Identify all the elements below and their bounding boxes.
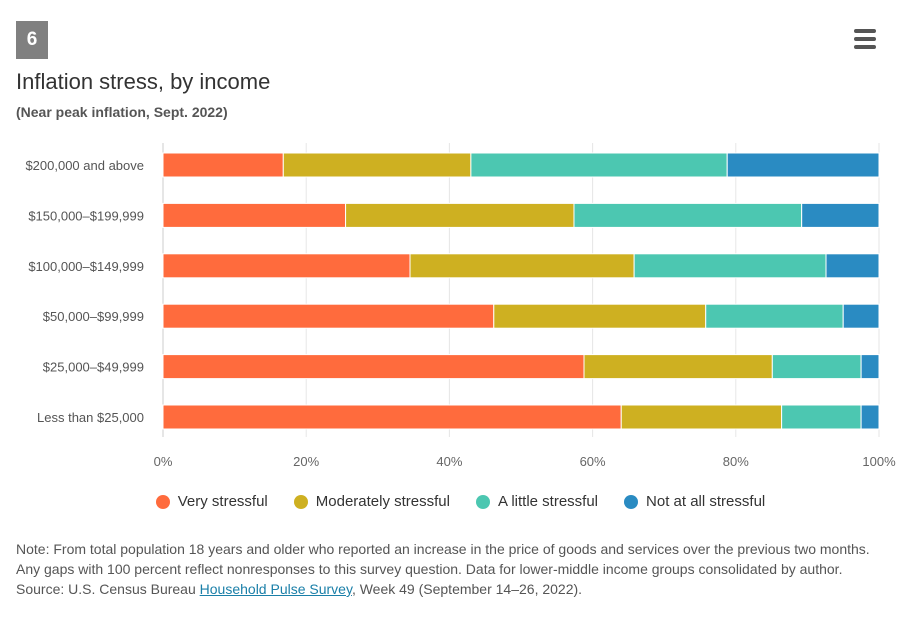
source-line: Source: U.S. Census Bureau Household Pul… [16, 579, 876, 599]
bar-segment [771, 354, 862, 380]
bar-segment [842, 303, 880, 329]
source-suffix: , Week 49 (September 14–26, 2022). [351, 581, 583, 597]
x-tick-label: 80% [723, 454, 749, 469]
bar-segment [860, 354, 880, 380]
bar-segment [633, 253, 827, 279]
bar-segment [493, 303, 707, 329]
bar-segment [705, 303, 844, 329]
legend-item[interactable]: Very stressful [155, 493, 268, 510]
menu-icon-line [854, 45, 876, 49]
y-category-label: $150,000–$199,999 [28, 208, 144, 223]
legend-dot-icon [475, 494, 490, 509]
legend-item[interactable]: A little stressful [475, 493, 599, 510]
x-tick-label: 0% [154, 454, 173, 469]
chart-number-badge: 6 [16, 21, 48, 59]
legend-dot-icon [624, 494, 639, 509]
legend-dot-icon [155, 494, 170, 509]
x-tick-label: 100% [862, 454, 896, 469]
bar-segment [781, 404, 862, 430]
legend-item[interactable]: Not at all stressful [624, 493, 765, 510]
note-text: Note: From total population 18 years and… [16, 541, 870, 577]
y-category-label: Less than $25,000 [37, 410, 144, 425]
bar-segment [162, 404, 622, 430]
chart-legend: Very stressful Moderately stressful A litt… [0, 493, 921, 510]
chart-title: Inflation stress, by income [16, 69, 271, 94]
bar-segment [620, 404, 783, 430]
bar-segment [801, 202, 880, 228]
y-category-label: $200,000 and above [25, 158, 144, 173]
menu-icon [854, 29, 876, 33]
bar-segment [860, 404, 880, 430]
legend-label: Not at all stressful [646, 493, 766, 510]
bar-segment [162, 202, 347, 228]
y-category-label: $100,000–$149,999 [28, 259, 144, 274]
bar-segment [470, 152, 728, 178]
chart-subtitle: (Near peak inflation, Sept. 2022) [16, 104, 228, 120]
bar-segment [282, 152, 472, 178]
bar-segment [726, 152, 880, 178]
legend-dot-icon [293, 494, 308, 509]
x-tick-label: 20% [293, 454, 319, 469]
chart-notes: Note: From total population 18 years and… [16, 539, 876, 599]
bar-segment [409, 253, 635, 279]
bar-segment [162, 354, 585, 380]
menu-icon-line [854, 37, 876, 41]
y-category-label: $50,000–$99,999 [43, 309, 144, 324]
x-tick-label: 60% [580, 454, 606, 469]
x-tick-label: 40% [436, 454, 462, 469]
bar-segment [162, 253, 411, 279]
y-category-label: $25,000–$49,999 [43, 360, 144, 375]
menu-button[interactable] [852, 27, 878, 51]
source-link[interactable]: Household Pulse Survey [199, 581, 352, 597]
stacked-bar-chart: 0% 20% 40% 60% 80% 100% $200,000 and above $150… [25, 143, 896, 469]
bar-segment [345, 202, 575, 228]
source-prefix: Source: U.S. Census Bureau [16, 581, 200, 597]
bar-segment [162, 303, 495, 329]
bar-segment [162, 152, 284, 178]
bar-segment [825, 253, 880, 279]
legend-label: A little stressful [497, 493, 599, 510]
legend-label: Moderately stressful [315, 493, 450, 510]
legend-label: Very stressful [177, 493, 268, 510]
bar-segment [583, 354, 773, 380]
legend-item[interactable]: Moderately stressful [293, 493, 450, 510]
bar-segment [573, 202, 803, 228]
